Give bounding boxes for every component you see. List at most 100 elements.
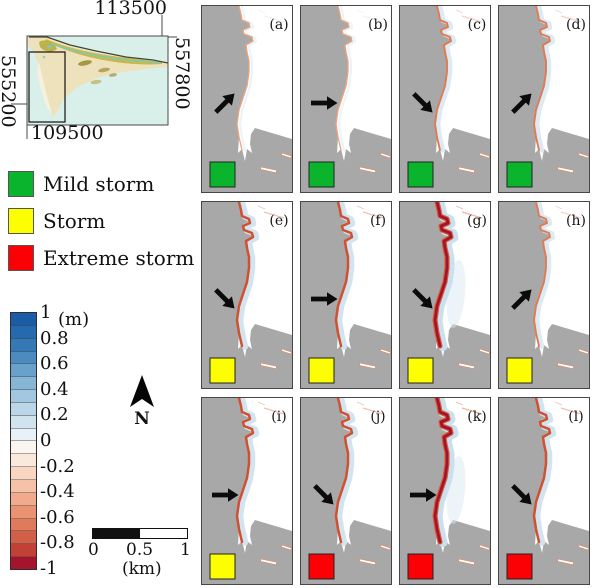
study-area-inset-box (28, 51, 66, 123)
erosion-band (236, 6, 254, 151)
colorbar-cell (11, 377, 36, 391)
offshore-change-streak (362, 15, 384, 23)
scenario-panel-k: (k) (399, 397, 491, 585)
southern-shoal-streaks (359, 152, 391, 174)
accretion-band (236, 398, 260, 546)
erosion-band (335, 6, 353, 151)
overview-coastline (29, 36, 168, 64)
mild-storm-swatch (8, 171, 34, 197)
overview-island (27, 36, 168, 117)
erosion-band (533, 202, 551, 347)
colorbar-cell (11, 544, 36, 558)
panel-letter-label: (l) (568, 409, 583, 425)
erosion-band (334, 202, 354, 348)
wave-direction-arrow (511, 484, 532, 505)
storm-intensity-square (209, 357, 236, 384)
offshore-change-streak (356, 401, 365, 406)
coord-label-right: 557800 (171, 37, 193, 110)
panel-map: (i) (201, 397, 293, 585)
accretion-band (534, 6, 556, 153)
legend-item-storm: Storm (8, 208, 105, 234)
scenario-panel-c: (c) (399, 5, 491, 193)
accretion-band (335, 202, 359, 350)
erosion-band (334, 398, 354, 544)
accretion-band (238, 6, 258, 152)
colorbar-cell (11, 338, 36, 352)
offshore-change-streak (560, 211, 582, 219)
colorbar-cell (11, 467, 36, 480)
colorbar-cell (11, 479, 36, 493)
accretion-band (534, 202, 556, 349)
panel-letter-label: (g) (467, 213, 487, 229)
offshore-change-streak (362, 407, 384, 415)
panel-map: (j) (300, 397, 392, 585)
erosion-band (235, 202, 255, 348)
panel-letter-label: (j) (370, 409, 385, 425)
wave-direction-arrow (313, 484, 334, 505)
north-arrow: N (130, 375, 154, 429)
southern-shoal-streaks (260, 544, 292, 566)
colorbar-tick-label: 0.2 (40, 404, 69, 426)
offshore-change-streak (455, 9, 464, 14)
wave-direction-arrow (412, 92, 433, 113)
offshore-change-streak (554, 401, 563, 406)
colorbar-tick-label: -0.6 (40, 506, 75, 528)
colorbar-cell (11, 402, 36, 416)
southern-shoal-streaks (557, 152, 589, 174)
scenario-panel-h: (h) (498, 201, 590, 389)
offshore-change-streak (257, 401, 266, 406)
colorbar-cell (11, 454, 36, 468)
scenario-panel-f: (f) (300, 201, 392, 389)
colorbar-tick-label: -0.4 (40, 481, 75, 503)
southern-shoal-streaks (260, 152, 292, 174)
coord-label-top: 113500 (94, 0, 167, 19)
storm-label: Storm (43, 209, 106, 233)
panel-map: (h) (498, 201, 590, 389)
colorbar-cell (11, 492, 36, 506)
colorbar-tick-label: -0.2 (40, 455, 75, 477)
panel-map: (d) (498, 5, 590, 193)
wave-direction-arrow (511, 93, 532, 114)
panel-letter-label: (k) (467, 409, 486, 425)
colorbar-cell (11, 351, 36, 365)
scale-bar-unit: (km) (122, 559, 162, 579)
scale-bar-filled-half (93, 529, 140, 538)
colorbar-tick-label: -1 (40, 558, 58, 579)
wave-direction-arrow (410, 488, 437, 502)
colorbar-tick-label: 0 (40, 430, 52, 451)
colorbar-cell (11, 325, 36, 339)
offshore-change-streak (263, 211, 285, 219)
panel-map: (e) (201, 201, 293, 389)
offshore-change-streak (461, 407, 483, 415)
scenario-panel-g: (g) (399, 201, 491, 389)
accretion-band (337, 6, 357, 152)
colorbar-cell (11, 441, 36, 455)
panel-letter-label: (i) (271, 409, 286, 425)
offshore-change-streak (461, 15, 483, 23)
storm-swatch (8, 208, 34, 234)
accretion-band (236, 202, 260, 350)
storm-intensity-square (209, 553, 236, 580)
wave-direction-arrow (311, 292, 338, 306)
wave-direction-arrow (214, 93, 235, 114)
extreme-storm-swatch (8, 245, 34, 271)
offshore-change-streak (356, 205, 365, 210)
erosion-band (433, 398, 453, 544)
panel-letter-label: (e) (269, 213, 288, 229)
erosion-band (532, 398, 552, 544)
overview-frame (26, 35, 169, 126)
scenario-panel-l: (l) (498, 397, 590, 585)
scale-bar-graphic (92, 528, 188, 539)
wave-direction-arrow (212, 488, 239, 502)
colorbar-cell (11, 313, 36, 326)
colorbar-cell (11, 518, 36, 532)
north-arrow-icon (130, 375, 154, 407)
offshore-change-streak (362, 211, 384, 219)
panel-map: (a) (201, 5, 293, 193)
panel-letter-label: (h) (566, 213, 586, 229)
storm-intensity-square (407, 553, 434, 580)
colorbar-tick-label: 0.4 (40, 378, 69, 400)
panel-map: (c) (399, 5, 491, 193)
panel-map: (k) (399, 397, 491, 585)
